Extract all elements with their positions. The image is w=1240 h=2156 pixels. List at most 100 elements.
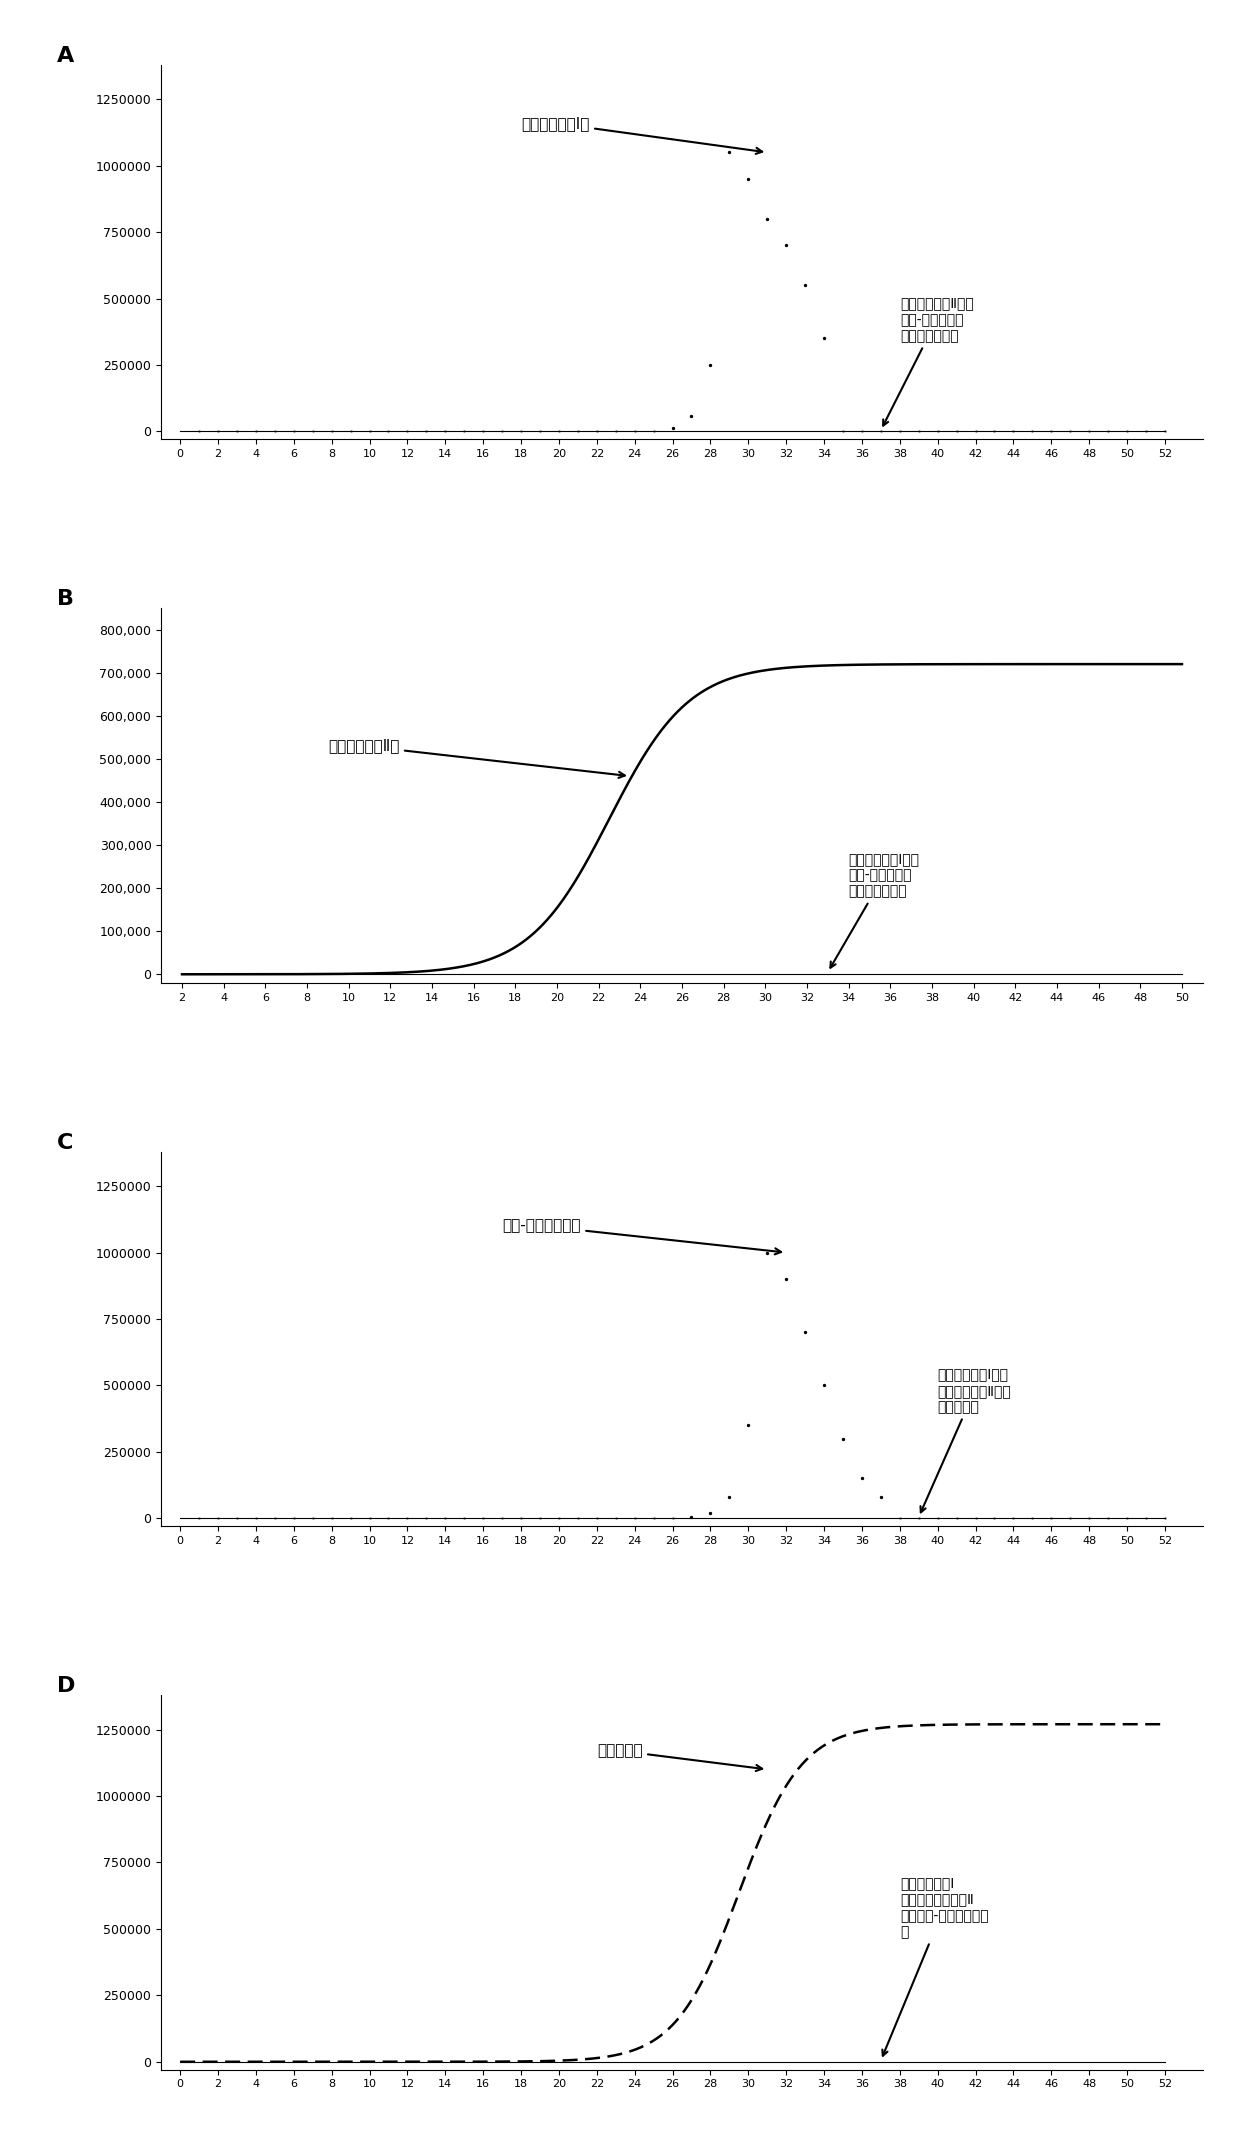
Point bbox=[435, 414, 455, 448]
Point bbox=[795, 1315, 815, 1350]
Point bbox=[852, 414, 872, 448]
Point bbox=[454, 414, 474, 448]
Text: 单纯疱疹病毕Ⅱ型、
水痘-带状疱疹病
毕、巨细胞病毕: 单纯疱疹病毕Ⅱ型、 水痘-带状疱疹病 毕、巨细胞病毕 bbox=[883, 298, 973, 425]
Point bbox=[870, 414, 890, 448]
Point bbox=[966, 414, 986, 448]
Point bbox=[701, 1496, 720, 1531]
Point bbox=[511, 1501, 531, 1535]
Point bbox=[776, 1261, 796, 1296]
Point bbox=[852, 1462, 872, 1496]
Point bbox=[190, 414, 210, 448]
Point bbox=[284, 414, 304, 448]
Point bbox=[758, 203, 777, 237]
Point bbox=[719, 1479, 739, 1514]
Point bbox=[1099, 414, 1118, 448]
Point bbox=[928, 414, 947, 448]
Point bbox=[606, 414, 626, 448]
Point bbox=[529, 1501, 549, 1535]
Point bbox=[1136, 414, 1156, 448]
Point bbox=[1136, 1501, 1156, 1535]
Point bbox=[833, 1421, 853, 1455]
Point bbox=[1079, 1501, 1099, 1535]
Point bbox=[549, 414, 569, 448]
Point bbox=[265, 1501, 285, 1535]
Point bbox=[227, 414, 247, 448]
Point bbox=[341, 1501, 361, 1535]
Point bbox=[1079, 414, 1099, 448]
Point bbox=[815, 1369, 835, 1404]
Point bbox=[946, 414, 966, 448]
Point bbox=[417, 1501, 436, 1535]
Point bbox=[492, 1501, 512, 1535]
Text: A: A bbox=[57, 45, 74, 67]
Point bbox=[360, 1501, 379, 1535]
Text: C: C bbox=[57, 1132, 73, 1153]
Point bbox=[265, 414, 285, 448]
Point bbox=[606, 1501, 626, 1535]
Point bbox=[1154, 1501, 1174, 1535]
Point bbox=[738, 162, 758, 196]
Point bbox=[682, 1501, 702, 1535]
Point bbox=[360, 414, 379, 448]
Point bbox=[909, 414, 929, 448]
Point bbox=[1060, 1501, 1080, 1535]
Point bbox=[776, 229, 796, 263]
Text: 单纯疱疹病毕Ⅱ型: 单纯疱疹病毕Ⅱ型 bbox=[327, 740, 625, 778]
Point bbox=[1042, 1501, 1061, 1535]
Point bbox=[644, 1501, 663, 1535]
Text: B: B bbox=[57, 589, 74, 610]
Point bbox=[1117, 414, 1137, 448]
Point bbox=[568, 414, 588, 448]
Point bbox=[833, 414, 853, 448]
Text: 单纯疱疹病毕Ⅰ型: 单纯疱疹病毕Ⅰ型 bbox=[521, 116, 763, 153]
Point bbox=[474, 1501, 494, 1535]
Point bbox=[190, 1501, 210, 1535]
Point bbox=[1154, 414, 1174, 448]
Point bbox=[815, 321, 835, 356]
Point bbox=[568, 1501, 588, 1535]
Point bbox=[719, 136, 739, 170]
Point bbox=[758, 1235, 777, 1270]
Point bbox=[398, 414, 418, 448]
Point bbox=[1042, 414, 1061, 448]
Text: D: D bbox=[57, 1675, 76, 1697]
Point bbox=[625, 414, 645, 448]
Point bbox=[378, 1501, 398, 1535]
Point bbox=[474, 414, 494, 448]
Point bbox=[928, 1501, 947, 1535]
Point bbox=[435, 1501, 455, 1535]
Point bbox=[966, 1501, 986, 1535]
Point bbox=[587, 414, 606, 448]
Point bbox=[208, 414, 228, 448]
Text: 单纯疱疹病毕Ⅰ型、
水痘-带状疱疹病
毕、巨细胞病毕: 单纯疱疹病毕Ⅰ型、 水痘-带状疱疹病 毕、巨细胞病毕 bbox=[831, 852, 920, 968]
Point bbox=[511, 414, 531, 448]
Point bbox=[890, 414, 910, 448]
Point bbox=[1060, 414, 1080, 448]
Point bbox=[284, 1501, 304, 1535]
Point bbox=[321, 414, 341, 448]
Point bbox=[662, 1501, 682, 1535]
Point bbox=[303, 1501, 322, 1535]
Point bbox=[398, 1501, 418, 1535]
Point bbox=[870, 1479, 890, 1514]
Point bbox=[1003, 414, 1023, 448]
Point bbox=[795, 267, 815, 302]
Point bbox=[985, 1501, 1004, 1535]
Point bbox=[378, 414, 398, 448]
Point bbox=[549, 1501, 569, 1535]
Point bbox=[1023, 1501, 1043, 1535]
Point bbox=[1003, 1501, 1023, 1535]
Point bbox=[303, 414, 322, 448]
Point bbox=[208, 1501, 228, 1535]
Point bbox=[946, 1501, 966, 1535]
Point bbox=[529, 414, 549, 448]
Point bbox=[985, 414, 1004, 448]
Text: 单纯疱疹病毕Ⅰ
型、单纯疱疹病毕Ⅱ
型、水痘-带状疱疹病病
毕: 单纯疱疹病毕Ⅰ 型、单纯疱疹病毕Ⅱ 型、水痘-带状疱疹病病 毕 bbox=[883, 1876, 988, 2055]
Point bbox=[644, 414, 663, 448]
Point bbox=[1023, 414, 1043, 448]
Point bbox=[246, 1501, 265, 1535]
Point bbox=[454, 1501, 474, 1535]
Point bbox=[890, 1501, 910, 1535]
Point bbox=[227, 1501, 247, 1535]
Text: 水痘-带状疱疹病毕: 水痘-带状疱疹病毕 bbox=[502, 1218, 781, 1255]
